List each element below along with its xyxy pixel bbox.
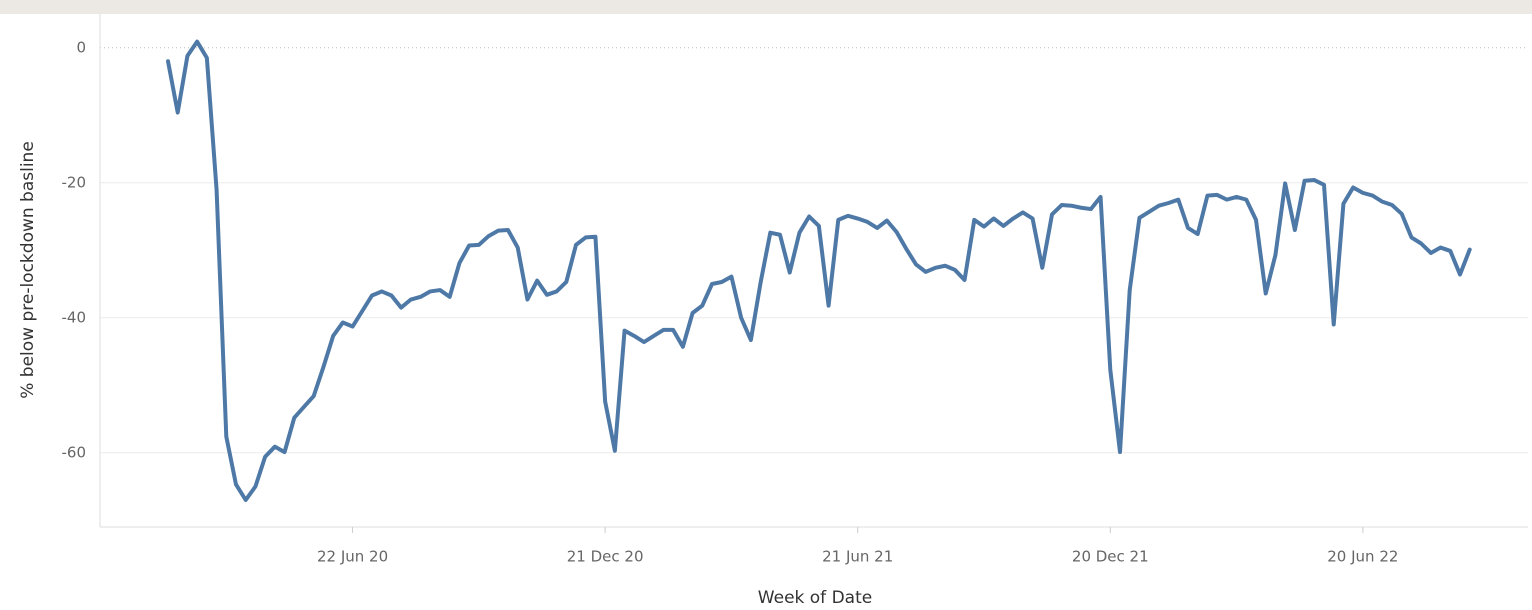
x-tick-label: 22 Jun 20 [317, 548, 388, 566]
x-tick-label: 20 Dec 21 [1072, 548, 1149, 566]
y-tick-label: 0 [76, 38, 86, 56]
x-tick-label: 21 Jun 21 [822, 548, 893, 566]
y-tick-label: -40 [62, 308, 87, 326]
top-band [0, 0, 1532, 14]
x-tick-label: 20 Jun 22 [1327, 548, 1398, 566]
x-tick-label: 21 Dec 20 [567, 548, 644, 566]
y-tick-label: -20 [62, 173, 87, 191]
x-axis-title: Week of Date [758, 588, 872, 608]
y-axis-title: % below pre-lockdown basline [18, 141, 38, 399]
data-line [166, 39, 1472, 502]
y-tick-label: -60 [62, 443, 87, 461]
